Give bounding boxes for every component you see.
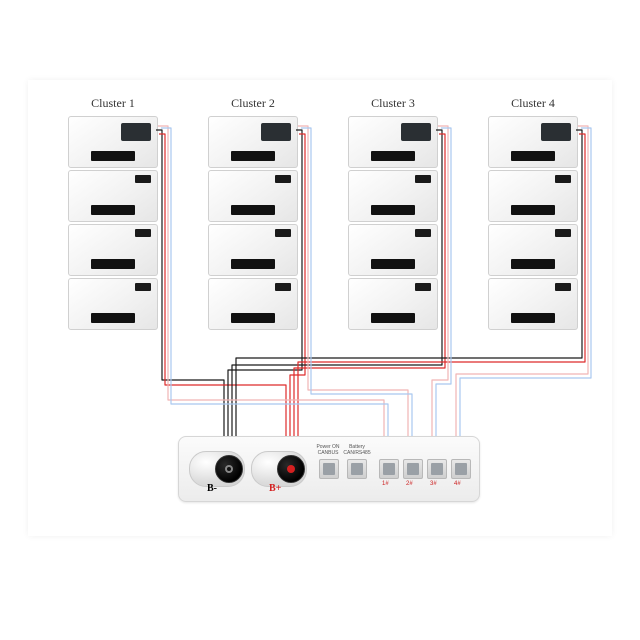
rj-port-4 — [451, 459, 471, 479]
combiner-hub: B- B+ Power ON CANBUS Battery CAN/RS485 … — [178, 436, 480, 502]
hub-port-label-can: Battery CAN/RS485 — [339, 445, 375, 456]
rj-port-3 — [427, 459, 447, 479]
rj-port-master — [347, 459, 367, 479]
rj-port-1 — [379, 459, 399, 479]
bplus-terminal — [277, 455, 305, 483]
diagram-stage: Cluster 1 Cluster 2 Cluster 3 Cluster 4 … — [28, 80, 612, 536]
rj-num-4: 4# — [454, 481, 461, 487]
bminus-terminal — [215, 455, 243, 483]
rj-num-1: 1# — [382, 481, 389, 487]
rj-port-2 — [403, 459, 423, 479]
bminus-label: B- — [207, 483, 217, 494]
rj-num-2: 2# — [406, 481, 413, 487]
rj-port-power — [319, 459, 339, 479]
rj-num-3: 3# — [430, 481, 437, 487]
bplus-label: B+ — [269, 483, 281, 494]
